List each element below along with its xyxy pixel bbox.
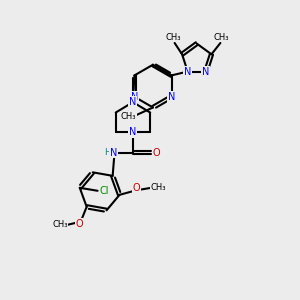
Text: CH₃: CH₃ xyxy=(121,112,136,121)
Text: CH₃: CH₃ xyxy=(165,32,181,41)
Text: N: N xyxy=(129,97,137,107)
Text: N: N xyxy=(131,92,138,102)
Text: CH₃: CH₃ xyxy=(151,184,166,193)
Text: N: N xyxy=(110,148,118,158)
Text: N: N xyxy=(129,127,137,137)
Text: O: O xyxy=(153,148,160,158)
Text: CH₃: CH₃ xyxy=(213,32,229,41)
Text: N: N xyxy=(129,97,137,107)
Text: O: O xyxy=(75,219,83,229)
Text: O: O xyxy=(133,183,141,193)
Text: N: N xyxy=(202,67,209,76)
Text: CH₃: CH₃ xyxy=(52,220,68,229)
Text: N: N xyxy=(168,92,175,102)
Text: H: H xyxy=(105,148,111,157)
Text: Cl: Cl xyxy=(99,186,109,196)
Text: N: N xyxy=(184,67,191,76)
